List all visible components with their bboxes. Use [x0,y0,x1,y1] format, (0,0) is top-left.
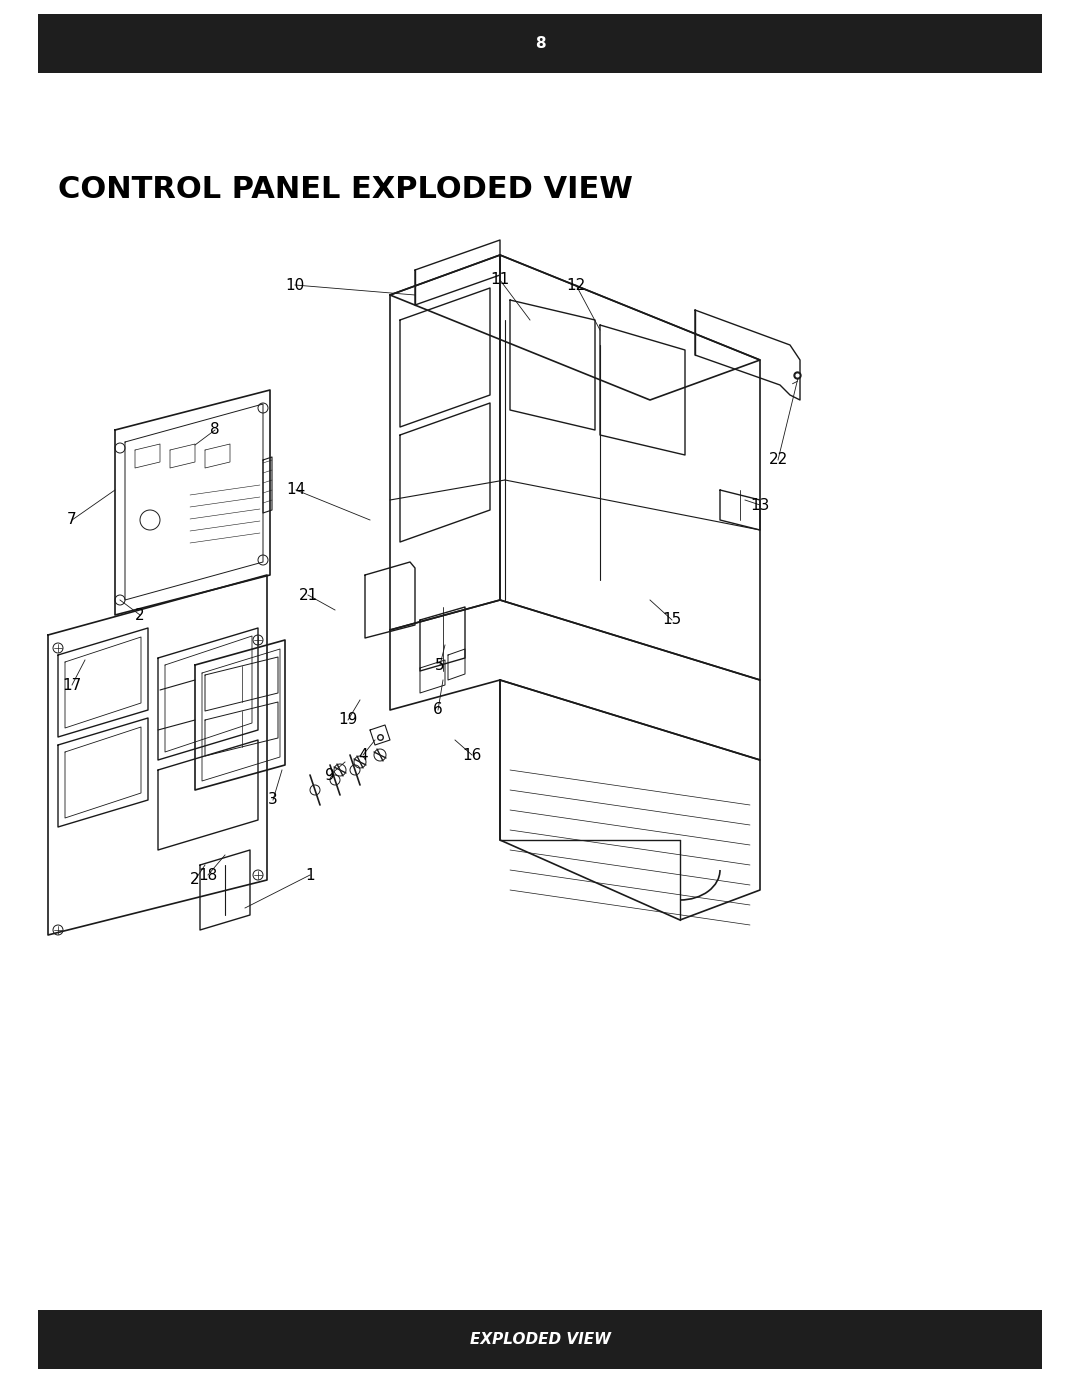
Text: 6: 6 [433,703,443,718]
Text: 7: 7 [67,513,77,528]
Text: 10: 10 [285,278,305,292]
Text: EXPLODED VIEW: EXPLODED VIEW [470,1333,610,1347]
Text: 22: 22 [768,453,787,468]
Text: 8: 8 [535,36,545,50]
Text: 15: 15 [662,612,681,627]
Text: 3: 3 [268,792,278,807]
Text: 9: 9 [325,767,335,782]
Text: 8: 8 [211,422,220,437]
Text: 21: 21 [298,588,318,602]
Bar [38,14,1042,73]
Text: 2: 2 [135,608,145,623]
Bar [38,1310,1042,1369]
Text: 12: 12 [566,278,585,292]
Text: 5: 5 [435,658,445,672]
Text: 2: 2 [190,873,200,887]
Text: 19: 19 [338,712,357,728]
Text: 14: 14 [286,482,306,497]
Text: 13: 13 [751,497,770,513]
Text: 17: 17 [63,678,82,693]
Text: 1: 1 [306,868,314,883]
Text: 11: 11 [490,272,510,288]
Text: CONTROL PANEL EXPLODED VIEW: CONTROL PANEL EXPLODED VIEW [58,176,633,204]
Text: 16: 16 [462,747,482,763]
Text: 18: 18 [199,868,218,883]
Text: 4: 4 [359,747,368,763]
